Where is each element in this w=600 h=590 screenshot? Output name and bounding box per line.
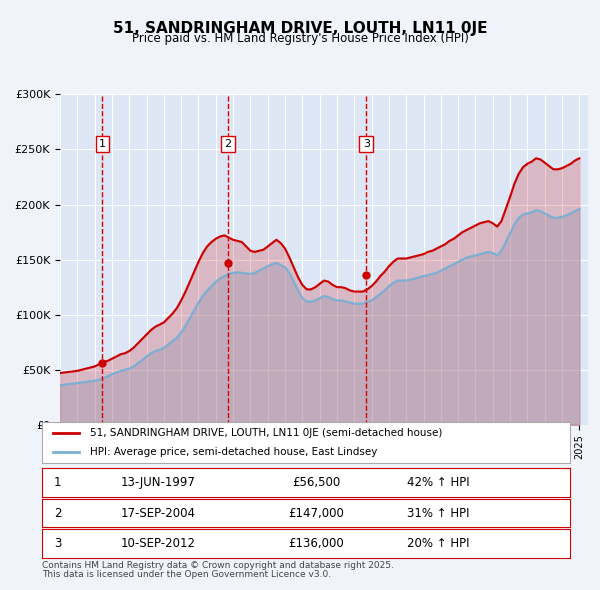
Text: £147,000: £147,000 (289, 506, 344, 520)
Text: 31% ↑ HPI: 31% ↑ HPI (407, 506, 469, 520)
Text: £56,500: £56,500 (292, 476, 341, 489)
Text: 2: 2 (54, 506, 62, 520)
Text: This data is licensed under the Open Government Licence v3.0.: This data is licensed under the Open Gov… (42, 570, 331, 579)
Text: 3: 3 (54, 537, 62, 550)
Text: 13-JUN-1997: 13-JUN-1997 (121, 476, 196, 489)
Text: 42% ↑ HPI: 42% ↑ HPI (407, 476, 469, 489)
Text: 17-SEP-2004: 17-SEP-2004 (121, 506, 196, 520)
Text: 51, SANDRINGHAM DRIVE, LOUTH, LN11 0JE: 51, SANDRINGHAM DRIVE, LOUTH, LN11 0JE (113, 21, 487, 35)
Text: 20% ↑ HPI: 20% ↑ HPI (407, 537, 469, 550)
Text: 1: 1 (99, 139, 106, 149)
Text: Price paid vs. HM Land Registry's House Price Index (HPI): Price paid vs. HM Land Registry's House … (131, 32, 469, 45)
Text: 51, SANDRINGHAM DRIVE, LOUTH, LN11 0JE (semi-detached house): 51, SANDRINGHAM DRIVE, LOUTH, LN11 0JE (… (89, 428, 442, 438)
Text: Contains HM Land Registry data © Crown copyright and database right 2025.: Contains HM Land Registry data © Crown c… (42, 561, 394, 570)
Text: HPI: Average price, semi-detached house, East Lindsey: HPI: Average price, semi-detached house,… (89, 447, 377, 457)
Text: 3: 3 (363, 139, 370, 149)
Text: 10-SEP-2012: 10-SEP-2012 (121, 537, 196, 550)
Text: £136,000: £136,000 (289, 537, 344, 550)
Text: 2: 2 (224, 139, 232, 149)
Text: 1: 1 (54, 476, 62, 489)
